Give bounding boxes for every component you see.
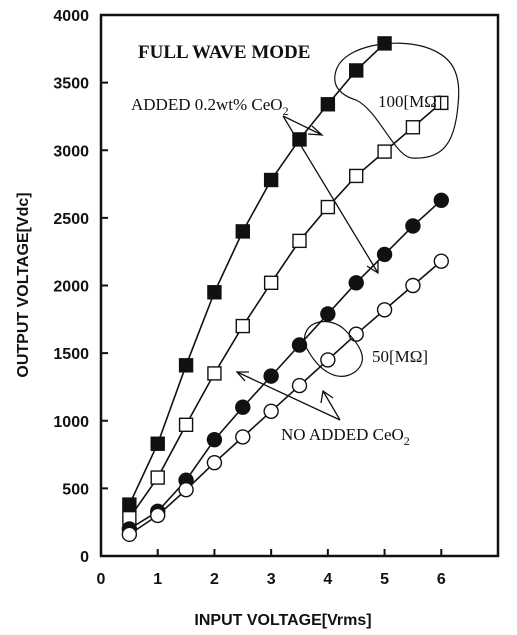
y-tick-label-5: 2500: [53, 211, 89, 228]
series-2-point-6: [291, 337, 308, 353]
series-3-line: [128, 260, 442, 536]
series-1-line: [128, 102, 442, 519]
series-2-point-9: [376, 246, 393, 263]
y-axis-label: OUTPUT VOLTAGE[Vdc]: [15, 192, 32, 377]
series-3-point-6: [291, 377, 308, 394]
annotation-added-ceo2-subscript: 2: [283, 104, 289, 118]
x-tick-label-1: 1: [153, 571, 162, 588]
series-1-point-10: [405, 120, 421, 135]
series-0-point-7: [320, 97, 336, 112]
arrow-noadded-to-open-square: [236, 371, 341, 421]
annotation-no-added-ceo2-subscript: 2: [404, 434, 410, 448]
arrowhead-added-2: [366, 260, 379, 275]
x-tick-label-3: 3: [267, 571, 276, 588]
axis-ticks: 0 1 2 3 4 5 6 0 500 1000 1500 2000 2500 3000 3500 4000: [53, 8, 445, 588]
series-3-point-5: [263, 403, 279, 419]
x-axis-label: INPUT VOLTAGE[Vrms]: [194, 612, 371, 629]
annotation-no-added-ceo2-text: NO ADDED CeO: [281, 425, 404, 444]
series-3-point-11: [433, 253, 449, 269]
y-tick-label-3: 1500: [53, 346, 89, 363]
series-2-point-10: [405, 218, 421, 234]
series-3-point-9: [376, 302, 393, 318]
series-0-point-8: [349, 63, 364, 78]
series-0-point-4: [235, 224, 250, 239]
series-0-point-2: [178, 358, 194, 373]
annotation-added-ceo2-text: ADDED 0.2wt% CeO: [131, 95, 283, 114]
x-tick-label-4: 4: [323, 571, 332, 588]
series-1-point-5: [263, 275, 279, 290]
series-1-point-6: [292, 233, 307, 249]
series-2-point-8: [348, 275, 364, 291]
y-tick-label-0: 0: [80, 549, 89, 566]
series-1-point-3: [207, 366, 222, 381]
arrow-noadded-to-open-circle: [322, 390, 341, 421]
arrow-added-to-filled-square: [282, 115, 323, 136]
circle-100-mohm: [334, 42, 460, 159]
y-tick-label-1: 500: [62, 481, 89, 498]
y-tick-label-7: 3500: [53, 76, 89, 93]
annotation-100-mohm: 100[MΩ]: [378, 92, 443, 111]
series-0-point-5: [263, 172, 279, 188]
series-1-point-1: [150, 470, 165, 485]
series-0-point-6: [292, 132, 307, 147]
x-tick-label-5: 5: [380, 571, 389, 588]
arrowhead-noadded-1: [235, 371, 249, 382]
series-3-point-3: [206, 454, 223, 471]
annotation-50-mohm: 50[MΩ]: [372, 347, 428, 366]
chart-title: FULL WAVE MODE: [138, 42, 310, 63]
series-2-point-11: [433, 192, 449, 208]
series-1-point-4: [235, 318, 250, 334]
series-2-point-5: [263, 368, 279, 384]
y-tick-label-2: 1000: [53, 414, 89, 431]
series-2-point-7: [320, 306, 336, 322]
annotation-added-ceo2: ADDED 0.2wt% CeO2: [131, 95, 289, 118]
series-3-point-0: [121, 526, 138, 543]
series-1-point-8: [349, 168, 364, 184]
series-2-point-4: [235, 399, 251, 415]
x-tick-label-0: 0: [97, 571, 106, 588]
series-2-point-3: [206, 431, 223, 448]
y-tick-label-6: 3000: [53, 143, 89, 160]
circle-50-mohm: [303, 321, 363, 377]
series-1-point-9: [377, 144, 392, 159]
series-1-point-11: [434, 95, 449, 111]
arrowhead-noadded-2: [320, 389, 334, 404]
series-1-point-2: [178, 417, 194, 433]
series-3-point-10: [405, 277, 421, 294]
series-lines: [121, 36, 449, 543]
series-3-point-7: [320, 352, 336, 368]
series-0-line: [128, 42, 386, 505]
series-0-point-0: [122, 497, 137, 512]
x-tick-label-2: 2: [210, 571, 219, 588]
y-tick-label-4: 2000: [53, 279, 89, 296]
series-3-point-1: [150, 507, 166, 524]
series-0-point-3: [207, 285, 222, 300]
series-3-point-2: [178, 482, 194, 498]
arrowhead-added-1: [307, 125, 324, 136]
annotation-no-added-ceo2: NO ADDED CeO2: [281, 425, 410, 448]
series-1-point-7: [320, 199, 336, 215]
series-3-point-4: [235, 429, 251, 445]
series-0-point-1: [150, 436, 165, 451]
x-tick-label-6: 6: [437, 571, 446, 588]
y-tick-label-8: 4000: [53, 8, 89, 25]
series-3-point-8: [348, 326, 364, 342]
arrow-added-to-filled-circle: [282, 115, 379, 274]
